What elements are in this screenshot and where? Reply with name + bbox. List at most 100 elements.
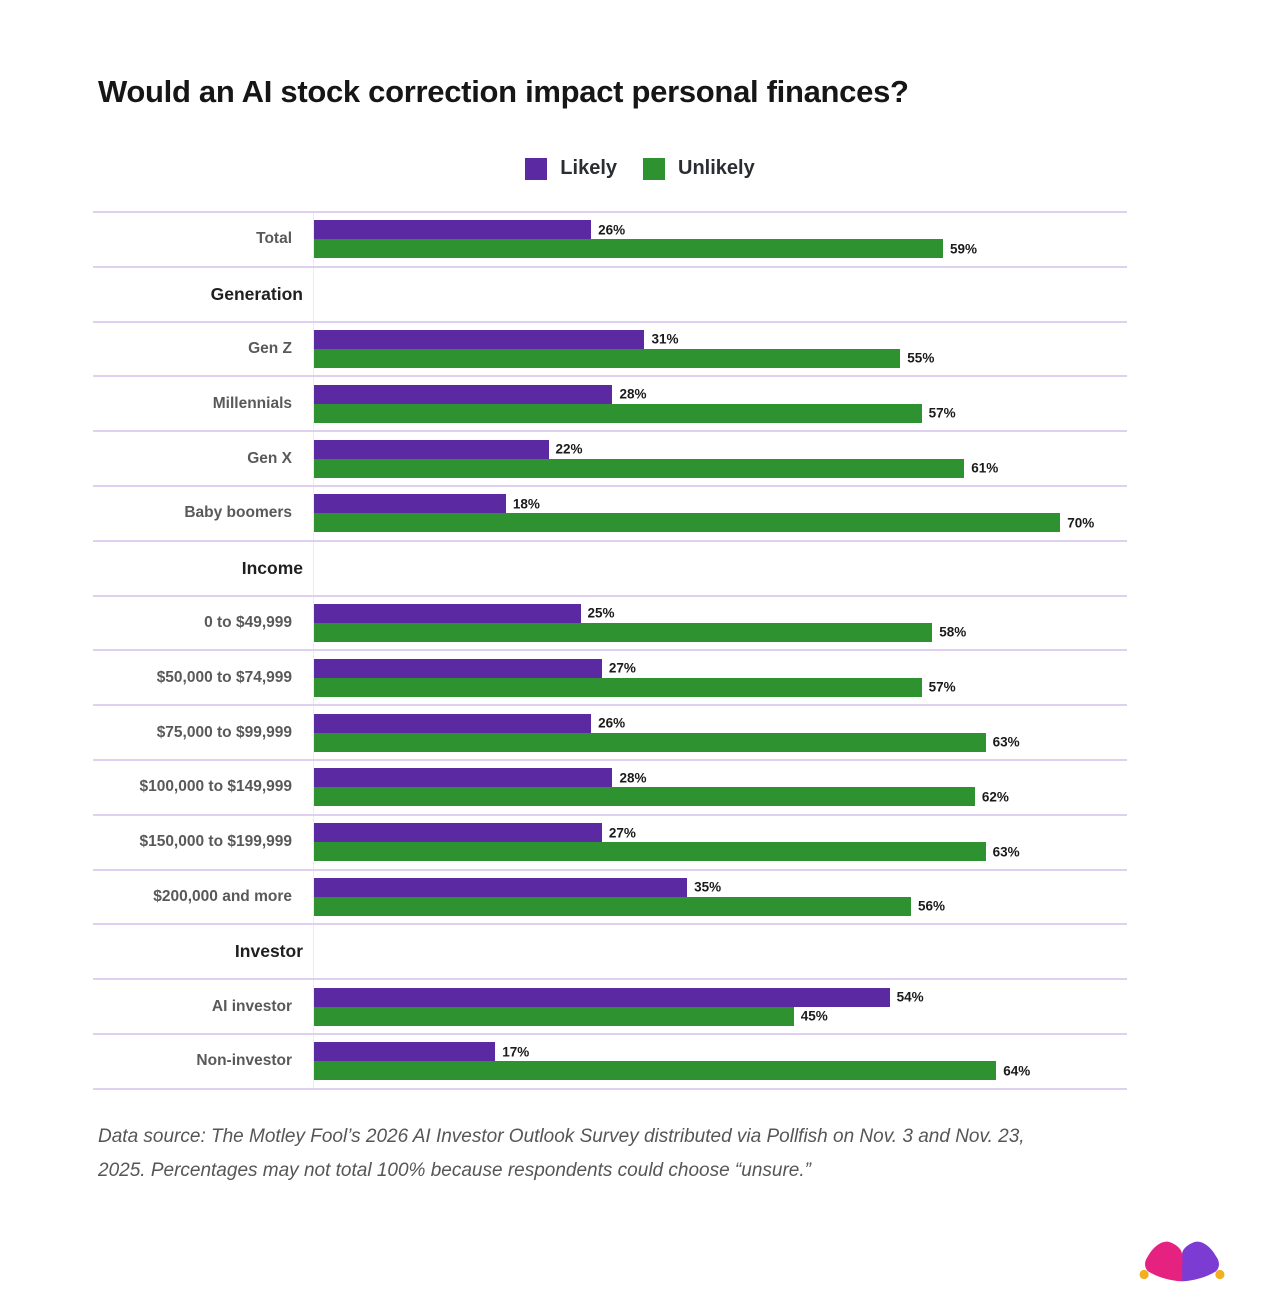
legend-item-unlikely: Unlikely bbox=[643, 157, 755, 180]
chart-row-ai-investor: AI investor 54% 45% bbox=[93, 978, 1127, 1033]
bar-value-label: 58% bbox=[939, 624, 967, 640]
unlikely-bar: 63% bbox=[314, 842, 1020, 862]
bar-value-label: 59% bbox=[949, 241, 977, 257]
category-label: $150,000 to $199,999 bbox=[139, 833, 292, 851]
likely-bar: 26% bbox=[314, 220, 625, 240]
likely-bar: 22% bbox=[314, 439, 583, 459]
unlikely-bar: 55% bbox=[314, 348, 934, 368]
motley-fool-jester-hat-logo bbox=[1139, 1241, 1225, 1282]
likely-bar: 28% bbox=[314, 768, 647, 788]
category-label: AI investor bbox=[211, 997, 292, 1015]
chart-row-200-000-and-more: $200,000 and more 35% 56% bbox=[93, 868, 1127, 924]
likely-bar: 18% bbox=[314, 494, 540, 514]
section-row-income: Income bbox=[93, 539, 1127, 595]
unlikely-bar: 62% bbox=[314, 787, 1009, 807]
chart-row-millennials: Millennials 28% 57% bbox=[93, 375, 1127, 430]
unlikely-bar: 70% bbox=[314, 513, 1094, 533]
section-label: Generation bbox=[210, 283, 303, 304]
bar-value-label: 28% bbox=[619, 386, 647, 402]
unlikely-bar: 57% bbox=[314, 403, 956, 423]
bar-value-label: 61% bbox=[971, 460, 999, 476]
category-label: 0 to $49,999 bbox=[204, 613, 292, 631]
unlikely-bar: 57% bbox=[314, 677, 956, 697]
data-source-note: Data source: The Motley Fool’s 2026 AI I… bbox=[98, 1120, 1168, 1188]
category-label: $50,000 to $74,999 bbox=[156, 668, 292, 686]
category-label: Millennials bbox=[212, 394, 292, 412]
bar-value-label: 57% bbox=[928, 405, 956, 421]
bar-pair: 22% 61% bbox=[314, 432, 998, 485]
bar-value-label: 31% bbox=[651, 331, 679, 347]
category-label: $200,000 and more bbox=[153, 887, 292, 905]
unlikely-bar: 64% bbox=[314, 1061, 1030, 1081]
likely-bar: 26% bbox=[314, 713, 625, 733]
bar-pair: 31% 55% bbox=[314, 323, 934, 376]
likely-bar: 28% bbox=[314, 384, 647, 404]
section-label: Income bbox=[241, 557, 303, 578]
category-label: Gen X bbox=[247, 449, 292, 467]
chart-row-gen-z: Gen Z 31% 55% bbox=[93, 320, 1127, 376]
bar-pair: 27% 63% bbox=[314, 816, 1020, 869]
chart: Total 26% 59% Generation Gen Z 31% 55% Millenni… bbox=[93, 211, 1127, 1090]
bar-value-label: 54% bbox=[896, 989, 924, 1005]
bar-value-label: 70% bbox=[1067, 515, 1095, 531]
bar-pair: 17% 64% bbox=[314, 1035, 1030, 1088]
likely-bar: 27% bbox=[314, 823, 636, 843]
bar-pair: 18% 70% bbox=[314, 487, 1094, 540]
bar-pair: 28% 57% bbox=[314, 377, 956, 430]
bar-value-label: 56% bbox=[917, 898, 945, 914]
section-row-generation: Generation bbox=[93, 265, 1127, 321]
chart-row-75-000-to-99-999: $75,000 to $99,999 26% 63% bbox=[93, 704, 1127, 759]
unlikely-bar: 58% bbox=[314, 622, 966, 642]
bar-value-label: 64% bbox=[1003, 1063, 1031, 1079]
unlikely-bar: 56% bbox=[314, 896, 945, 916]
unlikely-bar: 63% bbox=[314, 732, 1020, 752]
chart-row-50-000-to-74-999: $50,000 to $74,999 27% 57% bbox=[93, 649, 1127, 704]
unlikely-bar: 45% bbox=[314, 1006, 828, 1026]
bar-value-label: 62% bbox=[981, 789, 1009, 805]
legend-label-likely: Likely bbox=[560, 157, 617, 179]
bar-pair: 54% 45% bbox=[314, 980, 924, 1033]
bar-value-label: 26% bbox=[598, 715, 626, 731]
bar-value-label: 63% bbox=[992, 734, 1020, 750]
bar-pair: 35% 56% bbox=[314, 871, 945, 924]
category-label: Non-investor bbox=[196, 1052, 292, 1070]
jester-hat-ball-left bbox=[1139, 1269, 1149, 1280]
bar-value-label: 57% bbox=[928, 679, 956, 695]
bar-value-label: 17% bbox=[502, 1044, 530, 1060]
likely-swatch-icon bbox=[525, 157, 548, 180]
category-label: $75,000 to $99,999 bbox=[156, 723, 292, 741]
jester-hat-right-lobe bbox=[1182, 1241, 1219, 1282]
bar-value-label: 27% bbox=[608, 660, 636, 676]
section-row-investor: Investor bbox=[93, 923, 1127, 978]
bar-pair: 25% 58% bbox=[314, 597, 966, 650]
likely-bar: 25% bbox=[314, 603, 615, 623]
likely-bar: 54% bbox=[314, 987, 924, 1007]
bar-value-label: 22% bbox=[555, 441, 583, 457]
bar-value-label: 35% bbox=[694, 879, 722, 895]
bar-pair: 26% 63% bbox=[314, 706, 1020, 759]
unlikely-bar: 61% bbox=[314, 458, 998, 478]
chart-row-gen-x: Gen X 22% 61% bbox=[93, 430, 1127, 485]
category-label: $100,000 to $149,999 bbox=[139, 778, 292, 796]
legend-item-likely: Likely bbox=[525, 157, 617, 180]
bar-value-label: 26% bbox=[598, 222, 626, 238]
jester-hat-left-lobe bbox=[1145, 1241, 1182, 1282]
legend-label-unlikely: Unlikely bbox=[678, 157, 755, 179]
bar-value-label: 25% bbox=[587, 605, 615, 621]
data-source-line-1: Data source: The Motley Fool’s 2026 AI I… bbox=[98, 1126, 1025, 1147]
likely-bar: 17% bbox=[314, 1042, 529, 1062]
bar-value-label: 28% bbox=[619, 770, 647, 786]
page-title: Would an AI stock correction impact pers… bbox=[98, 74, 909, 109]
likely-bar: 31% bbox=[314, 329, 678, 349]
chart-row-baby-boomers: Baby boomers 18% 70% bbox=[93, 484, 1127, 540]
chart-row-150-000-to-199-999: $150,000 to $199,999 27% 63% bbox=[93, 813, 1127, 869]
category-label: Gen Z bbox=[248, 339, 292, 357]
likely-bar: 27% bbox=[314, 658, 636, 678]
bar-value-label: 55% bbox=[907, 350, 935, 366]
category-label: Baby boomers bbox=[184, 504, 292, 522]
bar-pair: 26% 59% bbox=[314, 213, 977, 266]
legend: Likely Unlikely bbox=[0, 157, 1280, 180]
chart-row-100-000-to-149-999: $100,000 to $149,999 28% 62% bbox=[93, 758, 1127, 814]
chart-row-non-investor: Non-investor 17% 64% bbox=[93, 1032, 1127, 1088]
